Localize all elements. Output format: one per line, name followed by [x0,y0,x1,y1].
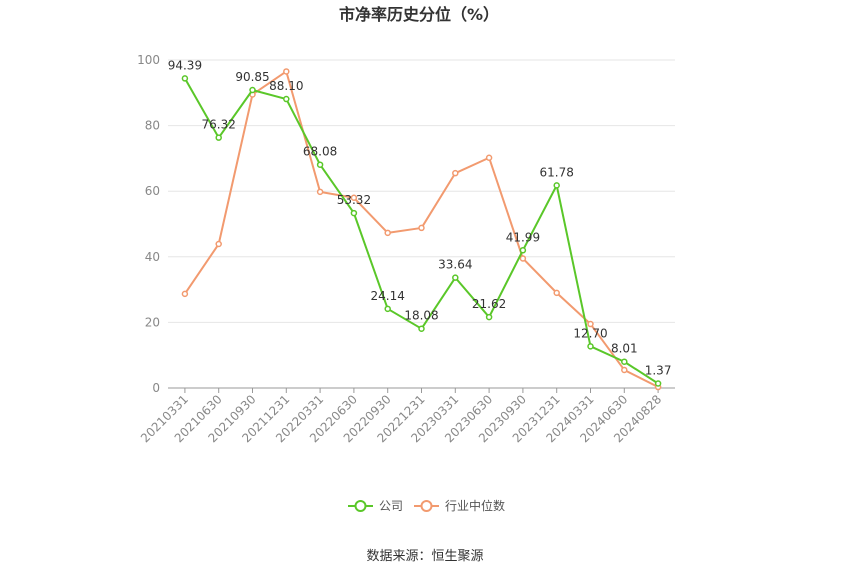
series-point-0 [249,86,256,94]
series-point-0 [418,325,425,332]
series-point-1 [587,320,594,328]
y-tick-label: 40 [145,250,160,264]
y-tick-label: 60 [145,184,160,198]
data-label: 94.39 [168,58,202,72]
data-label: 53.32 [337,193,371,207]
data-label: 61.78 [540,165,574,179]
data-label: 68.08 [303,145,337,159]
series-point-0 [350,209,358,217]
data-label: 88.10 [269,79,303,93]
legend-swatch-marker [354,500,367,512]
series-point-0 [384,305,391,313]
series-point-1 [452,169,459,177]
series-point-0 [621,358,628,365]
data-label: 12.70 [573,326,607,340]
data-label: 18.08 [404,309,438,323]
series-point-0 [587,343,594,350]
x-axis: 2021033120210630202109302021123120220331… [138,387,675,445]
legend-swatch-marker [420,500,433,512]
chart-title: 市净率历史分位（%） [339,5,499,24]
series-point-1 [283,68,290,75]
data-label: 21.62 [472,297,506,311]
series-point-1 [485,154,493,161]
data-label: 1.37 [645,364,672,378]
series-point-0 [519,247,527,254]
series-point-1 [621,366,628,374]
y-tick-label: 20 [145,315,160,329]
data-label: 24.14 [371,289,405,303]
series-point-1 [418,224,425,232]
data-label: 76.32 [202,118,236,132]
series-point-0 [654,380,662,387]
series-point-1 [553,289,560,297]
grid-lines [168,59,675,323]
legend-label[interactable]: 行业中位数 [445,498,505,513]
series-point-1 [350,194,358,202]
y-tick-label: 0 [152,381,160,395]
series-point-1 [181,290,189,298]
series-point-0 [215,134,222,141]
y-tick-label: 100 [137,53,160,67]
legend-label[interactable]: 公司 [379,499,403,513]
series-point-0 [485,313,493,321]
data-label: 8.01 [611,342,638,356]
source-note: 数据来源：恒生聚源 [366,549,483,564]
series-point-0 [452,274,459,281]
series-point-1 [384,229,391,237]
y-axis-ticks: 0 20 40 60 80 100 [137,53,160,395]
series-point-0 [283,95,290,103]
series-point-0 [181,75,189,82]
legend[interactable]: 公司 行业中位数 [348,498,505,513]
series-point-0 [316,161,324,168]
data-label: 33.64 [438,258,472,272]
series-point-1 [215,240,222,248]
series-point-1 [519,255,527,262]
y-tick-label: 80 [145,119,160,133]
series-lines [181,68,662,391]
data-label: 41.99 [506,230,540,244]
series-point-1 [316,188,324,196]
series-point-0 [553,182,560,189]
data-label: 90.85 [235,70,269,84]
